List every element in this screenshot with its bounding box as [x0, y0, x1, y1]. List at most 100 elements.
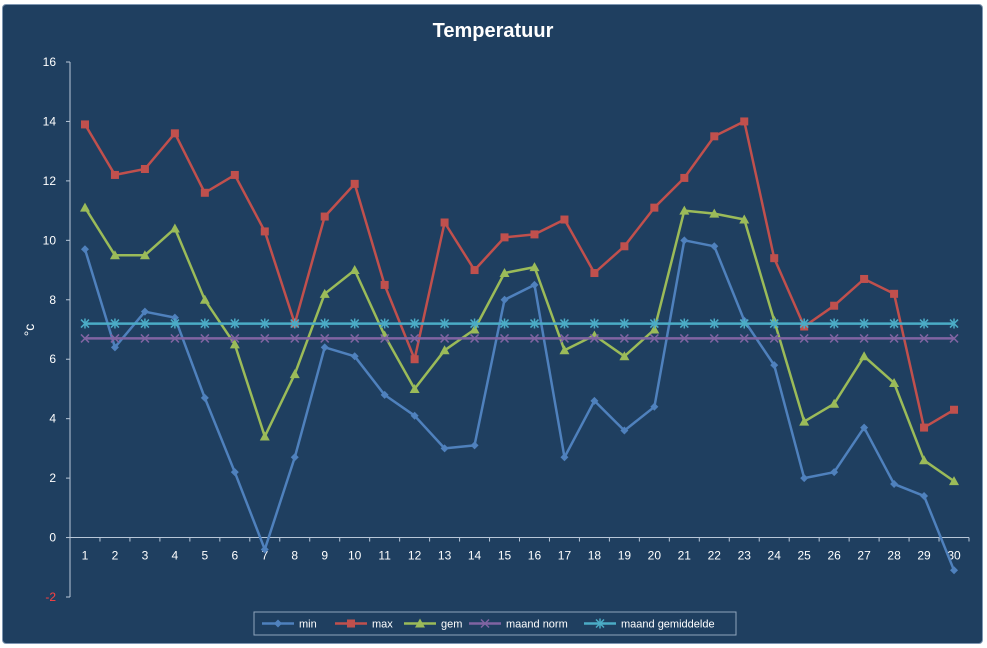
point-gem [79, 202, 90, 212]
point-maand-gemiddelde [589, 318, 599, 329]
x-tick-label: 12 [408, 549, 422, 563]
x-tick-label: 16 [528, 549, 542, 563]
point-maand-gemiddelde [440, 318, 450, 329]
legend-swatch-marker [347, 619, 355, 628]
point-min [920, 491, 929, 500]
legend-label: gem [441, 619, 462, 631]
point-maand-norm [320, 333, 330, 343]
x-tick-label: 22 [708, 549, 722, 563]
point-maand-norm [799, 333, 809, 343]
point-gem [139, 250, 150, 260]
x-tick-label: 4 [172, 549, 179, 563]
x-tick-label: 9 [321, 549, 328, 563]
point-maand-norm [380, 333, 390, 343]
y-tick-label: 14 [43, 114, 57, 128]
point-gem [949, 476, 960, 486]
point-maand-gemiddelde [380, 318, 390, 329]
point-max [320, 212, 329, 221]
legend-label: maand norm [506, 619, 568, 631]
x-tick-label: 8 [291, 549, 298, 563]
point-maand-gemiddelde [470, 318, 480, 329]
legend-item-maand-norm: maand norm [469, 619, 568, 631]
x-tick-label: 17 [558, 549, 572, 563]
point-gem [439, 345, 450, 355]
point-min [470, 441, 479, 450]
point-min [350, 352, 359, 361]
point-gem [229, 339, 240, 349]
point-gem [319, 288, 330, 298]
point-min [890, 480, 899, 489]
x-tick-label: 23 [738, 549, 752, 563]
point-maand-norm [949, 333, 959, 343]
point-gem [799, 416, 810, 426]
point-maand-gemiddelde [919, 318, 929, 329]
point-gem [919, 455, 930, 465]
x-tick-label: 5 [202, 549, 209, 563]
legend-item-maand-gemiddelde: maand gemiddelde [584, 618, 715, 631]
point-gem [649, 324, 660, 334]
point-min [950, 566, 959, 575]
x-tick-label: 2 [112, 549, 119, 563]
point-maand-norm [290, 333, 300, 343]
point-min [680, 236, 689, 245]
x-tick-label: 7 [261, 549, 268, 563]
point-maand-norm [499, 333, 510, 343]
point-max [920, 423, 929, 432]
point-max [890, 289, 899, 298]
point-gem [469, 324, 480, 334]
x-tick-label: 29 [917, 549, 931, 563]
y-tick-label: 12 [43, 174, 57, 188]
point-max [140, 165, 149, 173]
point-maand-gemiddelde [769, 318, 779, 329]
point-max [200, 188, 209, 197]
point-maand-gemiddelde [80, 318, 90, 329]
point-maand-gemiddelde [739, 318, 749, 329]
point-gem [529, 262, 540, 272]
x-tick-label: 13 [438, 549, 452, 563]
point-maand-gemiddelde [230, 318, 240, 329]
point-gem [169, 223, 180, 233]
point-min [110, 343, 119, 352]
y-tick-label: 2 [49, 471, 56, 485]
point-maand-gemiddelde [350, 318, 360, 329]
x-tick-label: 11 [378, 549, 391, 563]
point-max [620, 242, 629, 251]
point-min [140, 307, 149, 316]
series-maand-norm [80, 333, 959, 343]
legend-item-min: min [262, 619, 317, 631]
point-gem [739, 214, 750, 224]
legend-swatch-marker [274, 619, 282, 628]
point-min [230, 468, 239, 477]
point-maand-norm [709, 333, 719, 343]
point-maand-gemiddelde [559, 318, 569, 329]
point-gem [499, 268, 510, 278]
y-tick-label: 16 [43, 55, 57, 69]
point-maand-gemiddelde [290, 318, 300, 329]
point-min [620, 426, 629, 435]
point-max [740, 117, 749, 126]
legend: min max gem maand norm maand gemiddelde [253, 611, 737, 636]
x-tick-label: 1 [82, 549, 89, 563]
point-maand-norm [470, 333, 480, 343]
x-tick-label: 20 [648, 549, 662, 563]
point-gem [109, 250, 120, 260]
point-max [590, 269, 599, 278]
x-tick-label: 15 [498, 549, 512, 563]
point-maand-gemiddelde [140, 318, 150, 329]
point-min [170, 313, 179, 322]
series-line-min [83, 239, 956, 571]
point-max [80, 120, 89, 129]
point-maand-norm [350, 333, 360, 343]
series-line-max [83, 120, 955, 429]
point-max [260, 227, 269, 236]
point-maand-gemiddelde [529, 318, 540, 329]
point-max [350, 179, 359, 188]
point-maand-norm [589, 333, 599, 343]
point-max [770, 254, 779, 263]
point-maand-norm [649, 333, 659, 343]
point-min [320, 343, 329, 352]
y-axis-label: °c [21, 324, 37, 337]
point-max [470, 266, 479, 275]
y-tick-label: 6 [49, 352, 56, 366]
